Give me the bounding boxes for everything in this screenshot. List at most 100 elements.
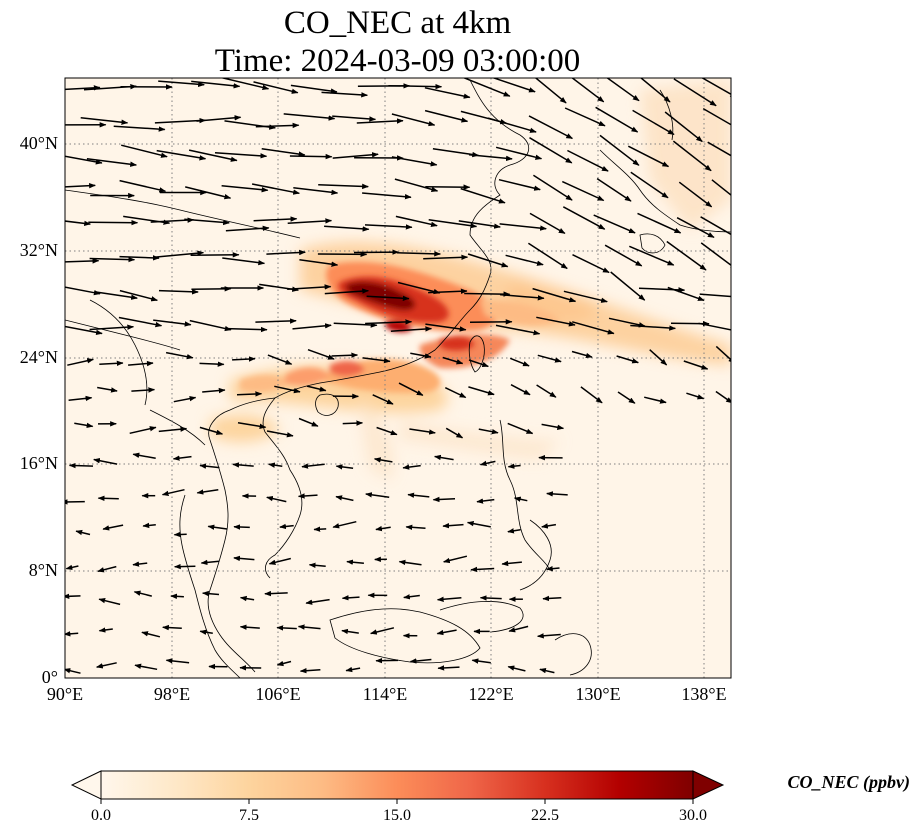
wind-arrow — [639, 78, 671, 103]
wind-arrow — [119, 255, 160, 261]
wind-arrow — [437, 665, 460, 671]
wind-arrow — [266, 430, 294, 438]
wind-arrow — [593, 214, 636, 234]
wind-arrow — [510, 384, 531, 396]
wind-arrow — [537, 354, 562, 363]
wind-arrow — [528, 115, 573, 140]
wind-arrow — [375, 525, 391, 532]
wind-arrow — [529, 137, 573, 164]
wind-arrow — [442, 356, 464, 365]
wind-arrow — [233, 555, 255, 562]
wind-arrow — [571, 321, 615, 335]
wind-arrow — [184, 218, 230, 226]
wind-arrow — [644, 396, 667, 404]
wind-arrow — [131, 387, 156, 393]
wind-arrow — [307, 348, 335, 360]
wind-arrow — [715, 390, 731, 404]
wind-arrow — [202, 387, 226, 394]
wind-arrow — [313, 526, 327, 532]
wind-arrow — [297, 493, 318, 499]
wind-arrow — [649, 349, 668, 366]
wind-arrow — [479, 595, 502, 601]
wind-arrow — [610, 271, 646, 301]
wind-arrow — [468, 386, 495, 396]
wind-arrow — [200, 559, 220, 566]
wind-arrow — [173, 395, 197, 403]
wind-arrow — [428, 288, 468, 294]
wind-arrow — [141, 631, 161, 638]
wind-arrow — [156, 149, 207, 161]
wind-arrow — [445, 427, 464, 439]
wind-arrow — [153, 319, 192, 327]
wind-arrow — [571, 350, 593, 359]
wind-arrow — [664, 111, 703, 143]
wind-arrow — [376, 426, 398, 436]
wind-arrow — [410, 352, 432, 359]
wind-arrow — [478, 428, 499, 435]
wind-arrow — [436, 629, 457, 636]
wind-arrow — [89, 324, 135, 331]
lon-tick-90e: 90°E — [46, 684, 84, 704]
wind-arrow — [541, 523, 557, 529]
wind-arrow — [98, 627, 113, 633]
wind-arrow — [161, 488, 185, 496]
wind-arrow — [276, 660, 292, 667]
wind-arrow — [492, 78, 536, 93]
wind-arrow — [299, 259, 339, 267]
wind-arrow — [165, 351, 194, 360]
wind-arrow — [507, 665, 526, 672]
wind-arrow — [97, 565, 117, 573]
wind-arrow — [255, 318, 297, 324]
wind-arrow — [74, 422, 94, 429]
wind-vectors — [65, 78, 731, 674]
colorbar-tick-1: 7.5 — [239, 807, 259, 824]
wind-arrow — [158, 80, 205, 88]
wind-arrow — [388, 83, 443, 90]
wind-arrow — [324, 288, 369, 295]
wind-arrow — [65, 325, 103, 336]
wind-arrow — [132, 561, 148, 567]
wind-arrow — [711, 179, 731, 196]
wind-arrow — [128, 360, 154, 367]
wind-arrow — [407, 492, 430, 498]
wind-arrow — [462, 78, 511, 97]
wind-arrow — [362, 357, 391, 364]
wind-arrow — [276, 625, 297, 631]
wind-arrow — [667, 286, 705, 302]
map-frame — [64, 77, 732, 679]
wind-arrow — [466, 520, 491, 528]
wind-arrow — [678, 181, 713, 208]
wind-arrow — [80, 116, 129, 125]
wind-arrow — [405, 524, 426, 531]
wind-arrow — [627, 145, 670, 168]
wind-arrow — [507, 528, 521, 534]
lat-tick-24n: 24°N — [19, 347, 58, 367]
wind-arrow — [237, 421, 267, 429]
wind-arrow — [513, 496, 528, 502]
wind-arrow — [616, 355, 639, 364]
wind-arrow — [261, 148, 306, 157]
wind-arrow — [390, 326, 433, 332]
wind-arrow — [287, 284, 332, 291]
wind-arrow — [65, 155, 103, 165]
wind-arrow — [608, 317, 646, 328]
wind-arrow — [604, 244, 643, 267]
wind-arrow — [356, 118, 404, 124]
wind-arrow — [199, 361, 225, 367]
wind-arrow — [470, 566, 495, 573]
wind-arrow — [332, 115, 377, 122]
wind-arrow — [564, 107, 606, 127]
wind-arrow — [306, 385, 327, 392]
wind-arrow — [239, 595, 255, 602]
wind-arrow — [571, 78, 605, 103]
wind-arrow — [365, 492, 390, 498]
colorbar-gradient — [101, 771, 693, 799]
lat-tick-40n: 40°N — [19, 133, 58, 153]
wind-arrow — [698, 322, 731, 331]
wind-arrow — [479, 460, 496, 467]
wind-arrow — [637, 212, 682, 234]
wind-arrow — [425, 184, 471, 190]
wind-arrow — [134, 663, 158, 671]
wind-arrow — [65, 286, 101, 296]
wind-arrow — [172, 455, 192, 461]
